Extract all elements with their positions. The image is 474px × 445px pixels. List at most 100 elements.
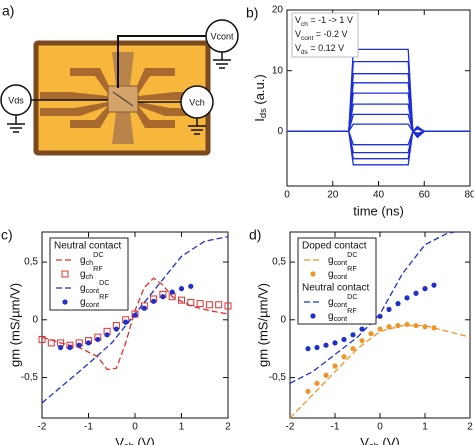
x-tick-label: 80 [464,190,474,201]
marker [188,283,194,289]
marker [314,380,320,386]
legend-swatch [62,299,68,305]
legend-label-part: cont [334,300,348,309]
marker [113,326,119,332]
legend-label-part: DC [93,250,103,259]
marker [196,300,204,308]
marker [123,319,129,325]
y-axis-label-part: I [252,118,267,122]
legend-title: Neutral contact [302,283,369,294]
marker [47,339,55,347]
note: Vds = 0.12 V [295,43,344,55]
y-tick-label: 0,5 [24,257,38,268]
x-axis-label: Vch (V) [360,435,400,445]
ground [7,52,231,135]
marker [341,354,347,360]
marker [359,337,365,344]
note-part: V [295,15,301,25]
marker [205,301,213,309]
legend-swatch [61,270,69,278]
y-axis-label: gm (mS/µm/V) [255,283,270,367]
legend-label-part: RF [99,292,109,301]
note: Vch = -1 -> 1 V [295,15,353,27]
x-axis-label: time (ns) [353,203,404,218]
legend-label-part: RF [93,264,103,273]
marker [178,296,185,304]
legend-label-part: cont [334,314,348,323]
lead [134,68,175,94]
legend-box [49,237,129,311]
marker [215,301,223,309]
legend-label-part: DC [347,250,357,259]
legend-label: gchRF [80,264,103,281]
note-part: V [295,43,301,53]
marker [404,295,410,301]
marker [422,324,428,330]
legend-label: gchDC [80,250,104,267]
legend-label-part: g [80,269,86,280]
x-tick-label: 60 [419,190,431,201]
note-part: = 0.12 V [308,43,344,53]
marker [341,336,347,343]
legend-label-part: DC [99,278,109,287]
panel-label: b) [246,5,258,21]
legend-label-part: g [80,283,86,294]
legend-label-part: RF [347,264,357,273]
marker [431,325,437,331]
marker [359,326,365,332]
x-tick-label: 0 [284,190,290,201]
legend-label: gcontDC [328,250,358,267]
marker [314,344,320,351]
marker [187,298,195,306]
legend-label: gcontRF [80,292,109,309]
marker [413,290,419,296]
x-axis-label-part: ch [124,441,134,445]
source-label: Vcont [210,31,234,41]
legend-label-part: g [80,255,86,266]
y-axis-label-part: ds [258,108,268,118]
marker [104,332,110,338]
x-tick-label: -2 [38,422,47,433]
marker [431,282,437,288]
note-part: ds [301,49,308,56]
series-line [287,123,470,134]
x-axis-label-part: ch [369,441,379,445]
note-box [291,12,359,58]
source [205,19,239,53]
wire [117,35,206,88]
legend-label-part: g [80,297,86,308]
series-line [287,103,470,136]
legend-label-part: g [328,269,334,280]
marker [386,306,392,313]
legend-title: Neutral contact [54,241,121,252]
series-line [290,324,470,418]
x-axis-label-part: (V) [134,435,155,445]
x-tick-label: -2 [286,422,295,433]
marker [224,302,232,310]
marker [368,331,374,337]
x-tick-label: -1 [84,422,93,433]
x-tick-label: 20 [327,190,339,201]
legend-swatch [310,271,316,277]
x-tick-label: 1 [179,422,185,433]
marker [95,336,101,343]
legend-label-part: g [328,255,334,266]
legend-swatch [310,313,316,319]
panel-label: a) [2,3,14,19]
note-part: = -1 -> 1 V [308,15,353,25]
marker [169,289,175,295]
marker [395,322,401,329]
marker [377,313,383,319]
legend-label: gcontRF [328,306,357,323]
y-tick-label: 0 [277,126,283,137]
lead [40,102,108,116]
x-tick-label: 0 [377,422,383,433]
marker [395,301,401,307]
y-tick-label: 0 [32,314,38,325]
x-tick-label: 2 [225,422,231,433]
marker [85,340,92,346]
x-axis-label-part: V [360,435,369,445]
marker [350,332,356,338]
y-tick-label: 0 [280,314,286,325]
y-tick-label: 0,5 [272,257,286,268]
